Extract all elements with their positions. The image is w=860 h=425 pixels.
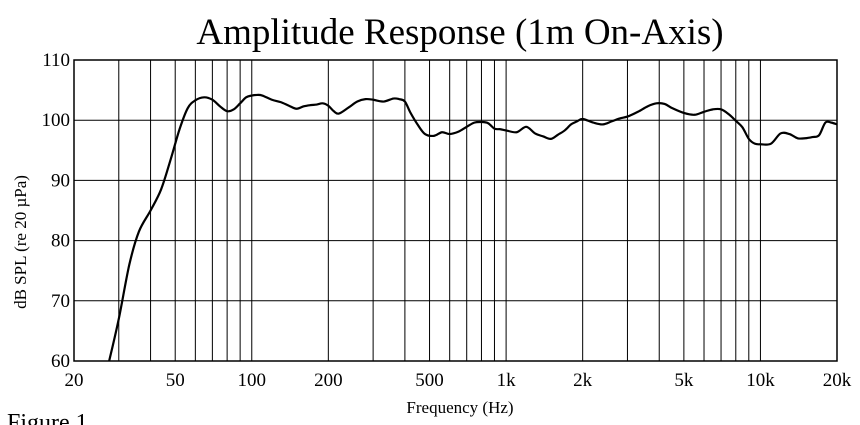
x-tick-label: 20k: [823, 370, 852, 391]
y-axis-label: dB SPL (re 20 µPa): [11, 175, 30, 309]
chart-title: Amplitude Response (1m On-Axis): [196, 12, 723, 53]
y-tick-label: 70: [51, 291, 70, 312]
y-tick-label: 80: [51, 231, 70, 252]
x-tick-label: 1k: [497, 370, 517, 391]
response-curve: [108, 93, 838, 362]
figure-caption: Figure 1: [7, 410, 88, 425]
x-tick-label: 5k: [674, 370, 694, 391]
x-tick-label: 100: [238, 370, 267, 391]
y-tick-label: 60: [51, 351, 70, 372]
x-tick-label: 2k: [573, 370, 593, 391]
y-tick-label: 110: [42, 50, 70, 71]
y-tick-label: 90: [51, 170, 70, 191]
x-tick-label: 50: [166, 370, 185, 391]
y-tick-label: 100: [42, 110, 71, 131]
x-tick-label: 10k: [746, 370, 775, 391]
x-tick-labels: 20 50 100 200 500 1k 2k 5k 10k 20k: [65, 370, 852, 391]
x-tick-label: 20: [65, 370, 84, 391]
x-tick-label: 200: [314, 370, 343, 391]
plot-frame: [73, 59, 838, 362]
x-tick-label: 500: [415, 370, 444, 391]
x-axis-label: Frequency (Hz): [406, 398, 513, 417]
y-tick-labels: 60 70 80 90 100 110: [42, 50, 71, 372]
